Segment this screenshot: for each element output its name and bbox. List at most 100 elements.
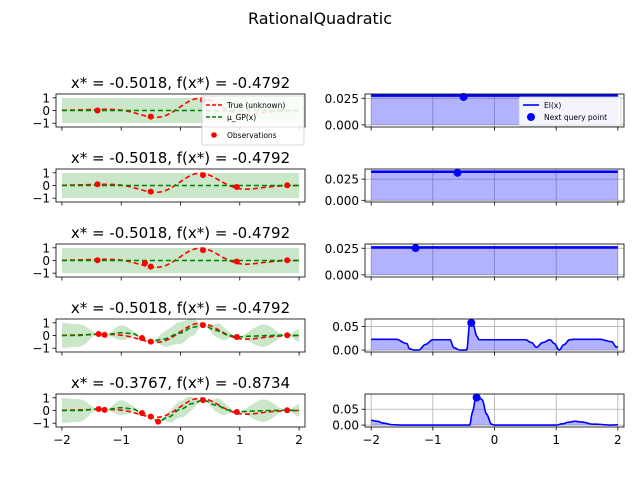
subplot-row-1: x* = -0.5018, f(x*) = -0.4792 −101 True (u… [32, 74, 625, 146]
gp-plot-area [61, 396, 300, 425]
ei-ytick-label: 0.05 [332, 320, 359, 334]
gp-xtick-label: 1 [236, 433, 244, 447]
gp-ytick-label: −1 [32, 267, 50, 281]
gp-ytick-label: 0 [42, 404, 50, 418]
observation-point [147, 188, 154, 195]
true-function-line [61, 397, 300, 419]
gp-ytick-label: −1 [32, 342, 50, 356]
gp-legend: True (unknown) μ_GP(x) Observations [201, 95, 305, 146]
subplot-row-5: x* = -0.3767, f(x*) = -0.8734−101−2 −1 0 1 2… [32, 374, 625, 447]
legend-next-swatch [527, 113, 535, 121]
ei-fill [371, 247, 618, 275]
gp-axes: x* = -0.5018, f(x*) = -0.4792 −101 [32, 224, 306, 281]
observation-point [141, 260, 148, 267]
ei-axes: 0.00 0.05 [332, 318, 625, 358]
ei-ytick-label: 0.00 [332, 419, 359, 433]
gp-plot-area [61, 247, 300, 273]
gp-ytick-label: −1 [32, 117, 50, 131]
ei-axes: 0.000 0.025 [325, 242, 625, 282]
gp-ytick-label: 0 [42, 329, 50, 343]
next-query-point [472, 393, 481, 402]
observation-point [147, 413, 154, 420]
ei-xtick-label: 2 [614, 433, 622, 447]
observation-point [147, 113, 154, 120]
ei-ytick-label: 0.025 [325, 173, 359, 187]
subplot-row-2: x* = -0.5018, f(x*) = -0.4792−1010.0000.… [32, 149, 625, 208]
ei-xtick-label: 1 [552, 433, 560, 447]
gp-plot-area [61, 172, 300, 198]
gp-ytick-label: 0 [42, 104, 50, 118]
gp-ytick-label: 0 [42, 179, 50, 193]
ei-xtick-label: 0 [491, 433, 499, 447]
legend-ei-label: EI(x) [544, 101, 561, 110]
observation-point [101, 406, 108, 413]
true-function-line [61, 322, 300, 344]
gp-ytick-label: 1 [42, 316, 50, 330]
observation-point [94, 107, 101, 114]
ei-ytick-label: 0.00 [332, 344, 359, 358]
legend-true-label: True (unknown) [226, 101, 285, 110]
ei-plot-area [371, 170, 618, 201]
ei-legend-box [518, 96, 622, 127]
gp-ytick-label: −1 [32, 192, 50, 206]
ei-axes: 0.000 0.025 [325, 168, 625, 208]
true-function-line [61, 172, 300, 194]
observation-point [95, 405, 102, 412]
legend-next-label: Next query point [544, 113, 607, 122]
observation-point [94, 257, 101, 264]
gp-axes: x* = -0.5018, f(x*) = -0.4792 −101 [32, 299, 306, 356]
observation-point [233, 334, 240, 341]
observation-point [200, 172, 207, 179]
legend-mean-label: μ_GP(x) [227, 113, 256, 122]
gp-legend-box [201, 95, 305, 146]
ei-xtick-label: −2 [362, 433, 380, 447]
gp-axes: x* = -0.5018, f(x*) = -0.4792 −101 [32, 149, 306, 206]
legend-obs-swatch [211, 132, 217, 138]
ei-curve [371, 320, 619, 351]
gp-axes: x* = -0.3767, f(x*) = -0.8734−101−2 −1 0 1 2 [32, 374, 306, 447]
observation-point [138, 335, 145, 342]
gp-title: x* = -0.5018, f(x*) = -0.4792 [71, 299, 290, 317]
gp-confidence-band [61, 173, 300, 198]
ei-curve [371, 396, 618, 426]
gp-xtick-label: −1 [112, 433, 130, 447]
ei-fill [371, 321, 618, 351]
gp-ytick-label: 1 [42, 391, 50, 405]
next-query-point [411, 244, 420, 253]
ei-axes: 0.00 0.05 −2 −1 0 1 2 [332, 393, 625, 447]
gp-ytick-label: 0 [42, 254, 50, 268]
observation-point [284, 257, 291, 264]
ei-fill [371, 171, 618, 201]
ei-ytick-label: 0.000 [325, 268, 359, 282]
observation-point [233, 409, 240, 416]
gp-ytick-label: 1 [42, 166, 50, 180]
ei-ytick-label: 0.000 [325, 194, 359, 208]
ei-plot-area [371, 320, 619, 351]
observation-point [284, 182, 291, 189]
ei-plot-area [371, 246, 618, 275]
true-function-line [61, 97, 300, 119]
next-query-point [453, 168, 462, 177]
observation-point [95, 330, 102, 337]
next-query-point [459, 92, 468, 101]
gp-ytick-label: 1 [42, 91, 50, 105]
true-function-line [61, 247, 300, 269]
observation-point [200, 247, 207, 254]
gp-ytick-label: 1 [42, 241, 50, 255]
observation-point [147, 263, 154, 270]
gp-mean-line [61, 399, 300, 423]
ei-ytick-label: 0.025 [325, 242, 359, 256]
observation-point [200, 397, 207, 404]
gp-title: x* = -0.5018, f(x*) = -0.4792 [71, 74, 290, 92]
ei-xtick-label: −1 [424, 433, 442, 447]
legend-obs-label: Observations [227, 131, 277, 140]
gp-xtick-label: 2 [295, 433, 303, 447]
observation-point [233, 258, 240, 265]
gp-plot-area [61, 319, 300, 348]
gp-title: x* = -0.5018, f(x*) = -0.4792 [71, 149, 290, 167]
observation-point [200, 322, 207, 329]
gp-axes: x* = -0.5018, f(x*) = -0.4792 −101 True (u… [32, 74, 306, 146]
